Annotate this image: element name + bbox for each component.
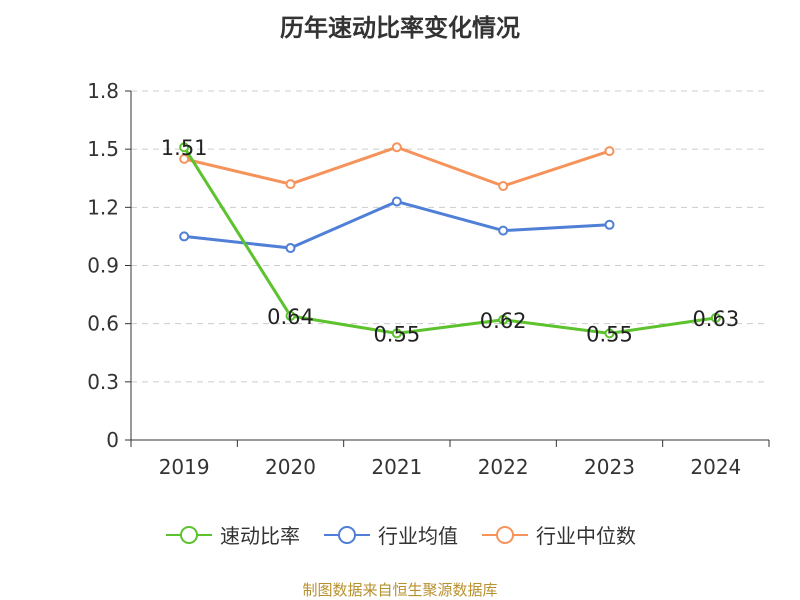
x-tick-label: 2019 [159,455,210,479]
y-tick-label: 0.9 [87,254,119,278]
x-tick-label: 2021 [371,455,422,479]
data-point-0 [179,142,190,153]
axes: 0 0.3 0.6 0.9 1.2 1.5 1.8 2019 2020 2021 2022 2023 2… [87,79,770,479]
y-tick-label: 0 [106,428,119,452]
legend-item-industry-mean[interactable]: 行业均值 [322,520,458,549]
y-tick-label: 0.6 [87,312,119,336]
data-point-1 [391,196,402,207]
data-point-0 [710,312,721,323]
series-line-1 [184,200,610,250]
legend-item-industry-median[interactable]: 行业中位数 [480,520,636,549]
source-note: 制图数据来自恒生聚源数据库 [302,581,498,599]
y-tick-label: 1.2 [87,195,119,219]
data-point-1 [285,243,296,254]
legend-item-quick-ratio[interactable]: 速动比率 [164,520,300,549]
legend-marker-industry-median-icon [482,525,528,544]
legend-marker-quick-ratio-icon [166,525,212,544]
data-label: 0.55 [586,322,633,346]
data-point-0 [391,328,402,339]
data-point-1 [179,231,190,242]
legend-marker-industry-mean-icon [324,525,370,544]
grid-lines [131,90,769,383]
series-line-2 [183,145,610,188]
data-point-0 [498,314,509,325]
data-point-2 [285,179,296,190]
legend-label-quick-ratio: 速动比率 [220,524,300,548]
x-tick-label: 2022 [478,455,529,479]
data-label: 0.55 [373,322,420,346]
data-point-2 [604,146,615,157]
data-label: 1.51 [161,136,208,160]
data-point-2 [498,181,509,192]
data-labels: 1.51 0.64 0.55 0.62 0.55 0.63 [161,136,739,346]
data-point-2 [391,142,402,153]
x-tick-label: 2020 [265,455,316,479]
series-line-0 [182,146,717,335]
data-point-0 [285,310,296,321]
data-point-0 [604,328,615,339]
data-label: 0.63 [692,307,739,331]
legend-label-industry-median: 行业中位数 [536,524,636,548]
series-lines [179,142,721,339]
data-label: 0.62 [480,309,527,333]
legend: 速动比率 行业均值 行业中位数 [0,520,800,549]
data-point-2 [179,153,190,164]
y-tick-label: 1.8 [87,79,119,103]
y-tick-label: 0.3 [87,370,119,394]
legend-label-industry-mean: 行业均值 [378,524,458,548]
data-point-1 [604,219,615,230]
x-tick-label: 2023 [584,455,635,479]
y-tick-label: 1.5 [87,137,119,161]
x-tick-label: 2024 [690,455,741,479]
chart-title: 历年速动比率变化情况 [280,14,520,42]
data-label: 0.64 [267,305,314,329]
data-point-1 [498,225,509,236]
